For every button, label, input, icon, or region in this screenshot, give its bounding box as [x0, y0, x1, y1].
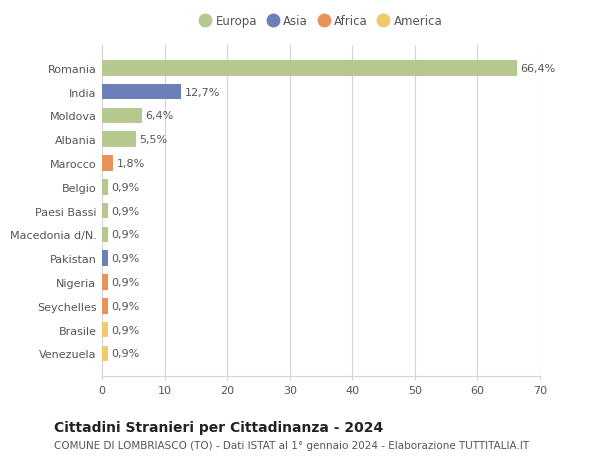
Bar [102, 274, 107, 290]
Text: 0,9%: 0,9% [111, 254, 139, 263]
Text: 0,9%: 0,9% [111, 301, 139, 311]
Bar [102, 227, 107, 243]
Text: 0,9%: 0,9% [111, 230, 139, 240]
Bar [102, 108, 142, 124]
Text: Cittadini Stranieri per Cittadinanza - 2024: Cittadini Stranieri per Cittadinanza - 2… [54, 420, 383, 434]
Legend: Europa, Asia, Africa, America: Europa, Asia, Africa, America [199, 16, 443, 28]
Text: 1,8%: 1,8% [116, 159, 145, 168]
Bar [102, 203, 107, 219]
Bar [102, 298, 107, 314]
Text: 0,9%: 0,9% [111, 182, 139, 192]
Bar [102, 179, 107, 195]
Text: 6,4%: 6,4% [145, 111, 173, 121]
Text: 0,9%: 0,9% [111, 349, 139, 358]
Text: 66,4%: 66,4% [521, 64, 556, 73]
Text: 0,9%: 0,9% [111, 325, 139, 335]
Text: 0,9%: 0,9% [111, 206, 139, 216]
Bar [102, 132, 136, 148]
Text: 0,9%: 0,9% [111, 277, 139, 287]
Bar [102, 346, 107, 361]
Bar [102, 84, 181, 100]
Text: 12,7%: 12,7% [185, 87, 220, 97]
Bar [102, 156, 113, 171]
Text: COMUNE DI LOMBRIASCO (TO) - Dati ISTAT al 1° gennaio 2024 - Elaborazione TUTTITA: COMUNE DI LOMBRIASCO (TO) - Dati ISTAT a… [54, 440, 529, 450]
Bar [102, 251, 107, 266]
Bar [102, 61, 517, 76]
Bar [102, 322, 107, 338]
Text: 5,5%: 5,5% [140, 135, 167, 145]
